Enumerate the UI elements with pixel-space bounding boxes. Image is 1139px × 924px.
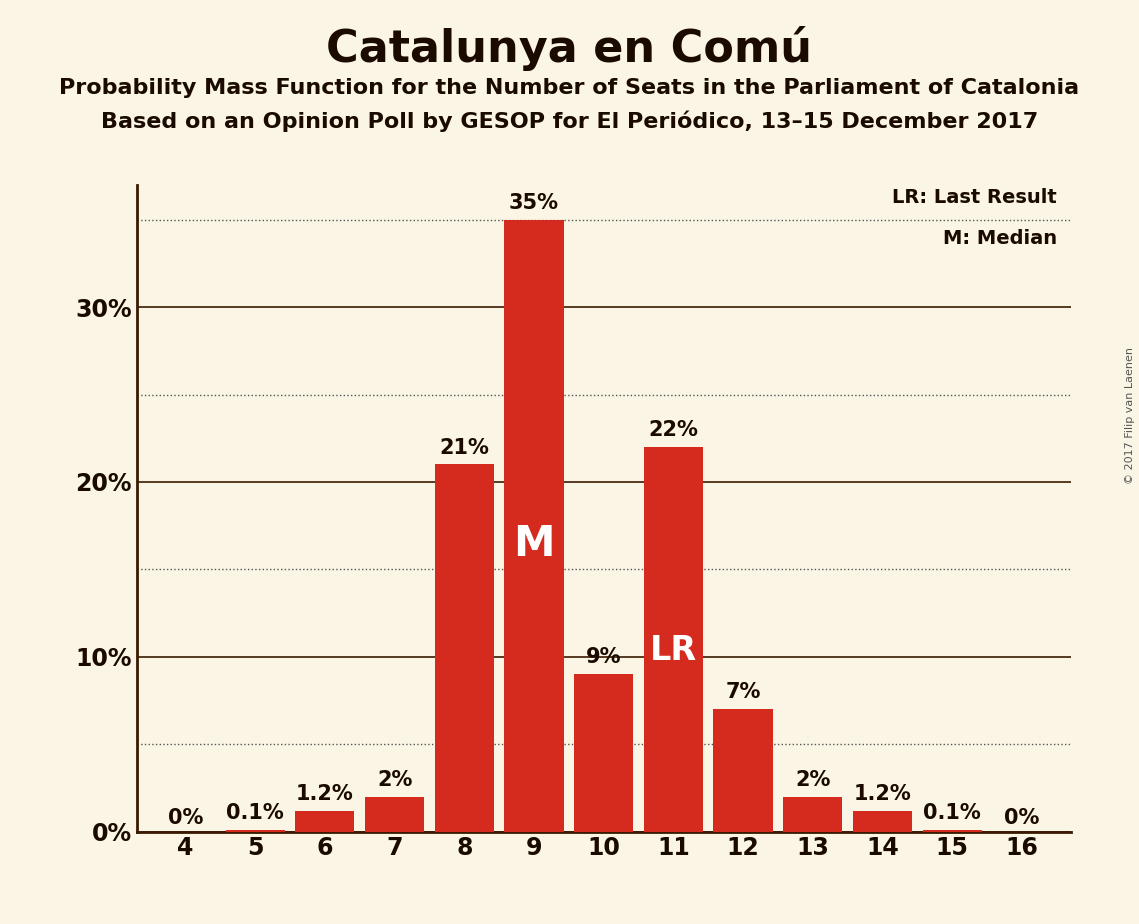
Bar — [574, 675, 633, 832]
Bar — [435, 465, 494, 832]
Text: 7%: 7% — [726, 682, 761, 702]
Text: 9%: 9% — [585, 648, 622, 667]
Text: M: M — [514, 523, 555, 565]
Text: 35%: 35% — [509, 193, 559, 213]
Text: 0.1%: 0.1% — [227, 803, 284, 823]
Text: 1.2%: 1.2% — [853, 784, 911, 804]
Bar — [364, 796, 424, 832]
Bar — [853, 810, 912, 832]
Bar — [644, 447, 703, 832]
Text: LR: Last Result: LR: Last Result — [892, 188, 1057, 207]
Text: 22%: 22% — [648, 420, 698, 440]
Text: 0%: 0% — [1005, 808, 1040, 828]
Bar — [713, 710, 772, 832]
Text: 21%: 21% — [440, 437, 490, 457]
Text: LR: LR — [650, 635, 697, 667]
Text: Catalunya en Comú: Catalunya en Comú — [327, 26, 812, 71]
Text: M: Median: M: Median — [943, 228, 1057, 248]
Text: 2%: 2% — [377, 770, 412, 790]
Text: 1.2%: 1.2% — [296, 784, 354, 804]
Text: 2%: 2% — [795, 770, 830, 790]
Text: Based on an Opinion Poll by GESOP for El Periódico, 13–15 December 2017: Based on an Opinion Poll by GESOP for El… — [101, 111, 1038, 132]
Text: © 2017 Filip van Laenen: © 2017 Filip van Laenen — [1125, 347, 1134, 484]
Bar — [923, 830, 982, 832]
Bar — [295, 810, 354, 832]
Bar — [505, 220, 564, 832]
Bar — [226, 830, 285, 832]
Text: 0%: 0% — [167, 808, 203, 828]
Text: 0.1%: 0.1% — [924, 803, 981, 823]
Bar — [784, 796, 843, 832]
Text: Probability Mass Function for the Number of Seats in the Parliament of Catalonia: Probability Mass Function for the Number… — [59, 78, 1080, 98]
